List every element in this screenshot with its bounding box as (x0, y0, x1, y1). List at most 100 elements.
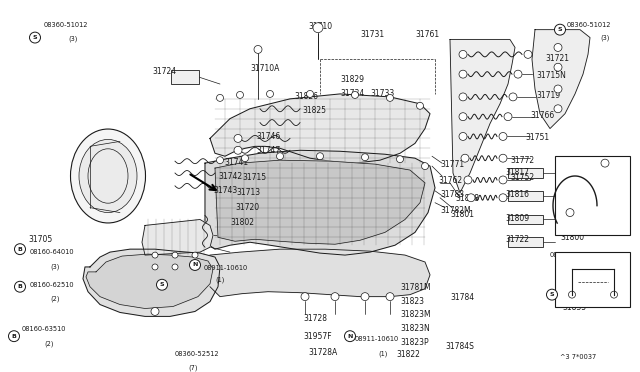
Circle shape (499, 194, 507, 202)
Polygon shape (86, 254, 213, 308)
Text: 31761: 31761 (415, 30, 439, 39)
Text: 31747: 31747 (256, 146, 280, 155)
Text: (3): (3) (50, 263, 60, 269)
Text: 31817: 31817 (505, 168, 529, 177)
Text: 31809: 31809 (505, 214, 529, 222)
Polygon shape (532, 30, 590, 129)
Circle shape (157, 279, 168, 290)
Circle shape (611, 291, 618, 298)
Circle shape (387, 94, 394, 101)
Text: 31835: 31835 (562, 302, 586, 312)
Circle shape (192, 252, 198, 258)
Text: 31722: 31722 (505, 235, 529, 244)
Circle shape (504, 113, 512, 121)
Text: 31721: 31721 (545, 54, 569, 63)
Text: 31713: 31713 (236, 188, 260, 197)
Polygon shape (210, 94, 430, 163)
Circle shape (151, 308, 159, 315)
Text: 08160-62510: 08160-62510 (30, 282, 75, 288)
Text: 31801: 31801 (450, 209, 474, 219)
Circle shape (152, 264, 158, 270)
Text: 08911-10610: 08911-10610 (355, 336, 399, 342)
Text: 08360-51012: 08360-51012 (550, 252, 595, 258)
Circle shape (459, 70, 467, 78)
Text: 31710: 31710 (308, 22, 332, 31)
Text: 08160-64010: 08160-64010 (30, 249, 75, 255)
Text: S: S (557, 27, 563, 32)
Text: S: S (160, 282, 164, 287)
Text: 31724: 31724 (152, 67, 176, 76)
Circle shape (554, 63, 562, 71)
Text: B: B (17, 284, 22, 289)
Polygon shape (142, 219, 213, 255)
Text: 31822: 31822 (396, 350, 420, 359)
Text: S: S (33, 35, 37, 40)
Circle shape (344, 331, 355, 341)
Circle shape (397, 156, 403, 163)
Ellipse shape (70, 129, 145, 223)
Circle shape (459, 132, 467, 140)
Text: 31710A: 31710A (250, 64, 280, 73)
Circle shape (554, 85, 562, 93)
Circle shape (331, 293, 339, 301)
Circle shape (554, 44, 562, 51)
Circle shape (459, 51, 467, 58)
Circle shape (276, 153, 284, 160)
Text: 31823N: 31823N (400, 324, 429, 333)
Text: 08911-10610: 08911-10610 (204, 265, 248, 271)
Text: B: B (12, 334, 17, 339)
Circle shape (15, 244, 26, 254)
Text: (7): (7) (188, 365, 198, 371)
Circle shape (499, 176, 507, 184)
Text: (2): (2) (44, 340, 54, 347)
Text: 31752: 31752 (510, 173, 534, 182)
Circle shape (459, 93, 467, 101)
Circle shape (362, 154, 369, 161)
Text: 31705: 31705 (28, 235, 52, 244)
Text: 31823P: 31823P (400, 338, 429, 347)
Text: ^3 7*0037: ^3 7*0037 (560, 354, 596, 360)
Text: 31825: 31825 (302, 106, 326, 115)
Bar (508, 215, 543, 224)
Text: 31766: 31766 (530, 111, 554, 120)
Circle shape (554, 24, 566, 35)
Circle shape (499, 132, 507, 140)
Circle shape (422, 163, 429, 170)
Text: 31800: 31800 (560, 233, 584, 242)
Circle shape (216, 94, 223, 101)
Circle shape (459, 113, 467, 121)
Text: (1): (1) (378, 350, 387, 356)
Circle shape (192, 264, 198, 270)
Text: 31731: 31731 (360, 30, 384, 39)
Circle shape (417, 102, 424, 109)
Text: 31784: 31784 (450, 293, 474, 302)
Text: B: B (17, 247, 22, 252)
Circle shape (266, 90, 273, 97)
Circle shape (237, 92, 243, 98)
Circle shape (464, 176, 472, 184)
Bar (171, 70, 199, 84)
Text: 31784S: 31784S (445, 342, 474, 351)
Circle shape (313, 23, 323, 33)
Polygon shape (210, 249, 430, 296)
Text: 31751: 31751 (525, 134, 549, 142)
Circle shape (361, 293, 369, 301)
Circle shape (189, 260, 200, 270)
Text: 31762: 31762 (438, 176, 462, 185)
Polygon shape (205, 150, 435, 255)
Text: 31728A: 31728A (308, 348, 337, 357)
Circle shape (514, 70, 522, 78)
Circle shape (307, 90, 314, 97)
Text: 31957F: 31957F (303, 332, 332, 341)
Circle shape (499, 154, 507, 162)
Bar (508, 237, 543, 247)
Text: 31802: 31802 (230, 218, 254, 227)
Circle shape (601, 159, 609, 167)
Ellipse shape (79, 140, 137, 212)
Text: 31829: 31829 (340, 75, 364, 84)
Text: 31826: 31826 (294, 92, 318, 101)
Text: 31746: 31746 (256, 131, 280, 141)
Circle shape (351, 92, 358, 98)
Polygon shape (83, 249, 220, 317)
Text: 31816: 31816 (505, 190, 529, 199)
